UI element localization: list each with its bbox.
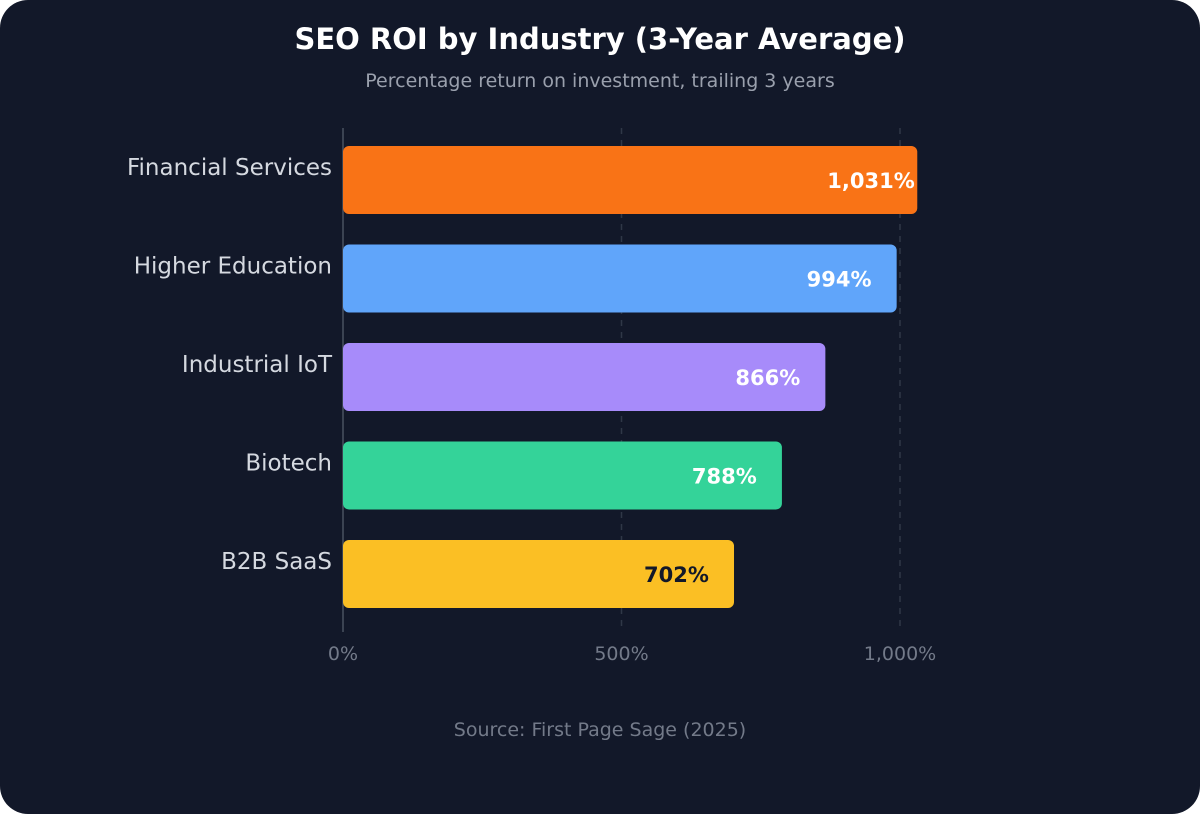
bar-layer: [343, 146, 918, 608]
category-label: Financial Services: [127, 155, 332, 181]
category-label: B2B SaaS: [221, 549, 332, 575]
chart-title: SEO ROI by Industry (3-Year Average): [294, 22, 906, 56]
value-label: 788%: [692, 465, 757, 489]
value-label: 994%: [807, 268, 872, 292]
category-label: Industrial IoT: [182, 352, 333, 378]
value-label: 866%: [735, 366, 800, 390]
value-label: 1,031%: [827, 169, 914, 193]
label-layer: 0% 500% 1,000% Financial Services 1,031% High…: [127, 155, 936, 665]
bar: [343, 146, 918, 214]
x-tick-label: 500%: [594, 643, 648, 665]
bar: [343, 540, 735, 608]
x-tick-label: 1,000%: [864, 643, 936, 665]
chart-source: Source: First Page Sage (2025): [453, 719, 747, 741]
category-label: Biotech: [245, 451, 332, 477]
bar: [343, 244, 897, 313]
value-label: 702%: [644, 563, 709, 587]
category-label: Higher Education: [134, 254, 332, 280]
bar: [343, 343, 826, 411]
bar: [343, 441, 782, 510]
chart-subtitle: Percentage return on investment, trailin…: [365, 70, 835, 92]
x-tick-label: 0%: [328, 643, 358, 665]
